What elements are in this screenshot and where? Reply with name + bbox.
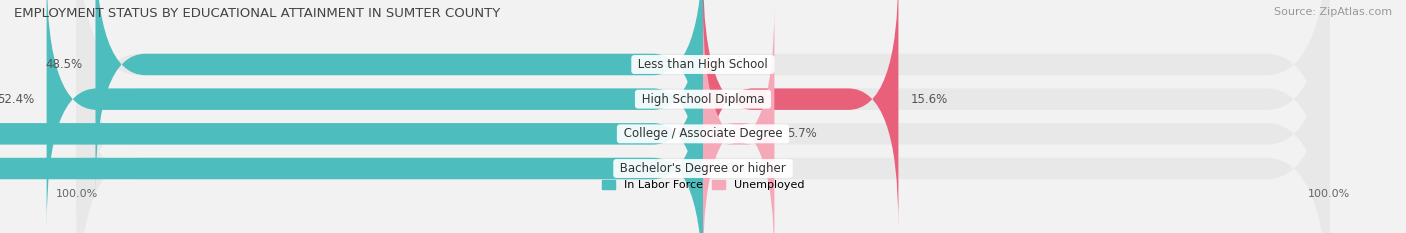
Text: Source: ZipAtlas.com: Source: ZipAtlas.com bbox=[1274, 7, 1392, 17]
FancyBboxPatch shape bbox=[77, 0, 1329, 233]
FancyBboxPatch shape bbox=[77, 0, 1329, 233]
Text: College / Associate Degree: College / Associate Degree bbox=[620, 127, 786, 140]
Text: 48.5%: 48.5% bbox=[46, 58, 83, 71]
Legend: In Labor Force, Unemployed: In Labor Force, Unemployed bbox=[598, 175, 808, 195]
FancyBboxPatch shape bbox=[96, 0, 703, 192]
Text: 5.7%: 5.7% bbox=[787, 127, 817, 140]
Text: EMPLOYMENT STATUS BY EDUCATIONAL ATTAINMENT IN SUMTER COUNTY: EMPLOYMENT STATUS BY EDUCATIONAL ATTAINM… bbox=[14, 7, 501, 20]
Text: 0.0%: 0.0% bbox=[716, 58, 745, 71]
FancyBboxPatch shape bbox=[77, 6, 1329, 233]
Text: 100.0%: 100.0% bbox=[1308, 189, 1350, 199]
Text: 52.4%: 52.4% bbox=[0, 93, 34, 106]
Text: Less than High School: Less than High School bbox=[634, 58, 772, 71]
FancyBboxPatch shape bbox=[0, 6, 703, 233]
FancyBboxPatch shape bbox=[77, 0, 1329, 227]
Text: 15.6%: 15.6% bbox=[911, 93, 948, 106]
FancyBboxPatch shape bbox=[703, 0, 898, 227]
Text: 0.0%: 0.0% bbox=[716, 162, 745, 175]
Text: Bachelor's Degree or higher: Bachelor's Degree or higher bbox=[616, 162, 790, 175]
FancyBboxPatch shape bbox=[46, 0, 703, 227]
Text: High School Diploma: High School Diploma bbox=[638, 93, 768, 106]
FancyBboxPatch shape bbox=[0, 41, 703, 233]
FancyBboxPatch shape bbox=[703, 6, 775, 233]
Text: 100.0%: 100.0% bbox=[56, 189, 98, 199]
